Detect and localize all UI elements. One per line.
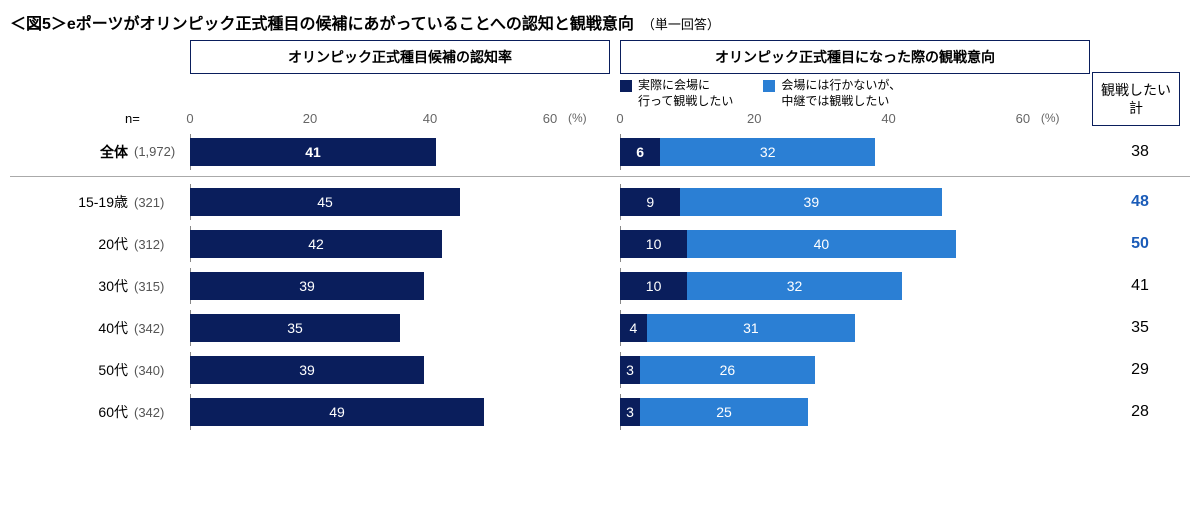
intention-chart-cell: 1040	[620, 230, 1090, 258]
axis-tick: 20	[303, 111, 317, 126]
awareness-bar: 39	[190, 356, 424, 384]
axis-tick: 0	[616, 111, 623, 126]
awareness-chart-cell: 42	[190, 230, 610, 258]
legend-item-venue: 実際に会場に 行って観戦したい	[620, 78, 733, 109]
awareness-chart-cell: 39	[190, 356, 610, 384]
row-label: 全体	[100, 142, 128, 162]
awareness-chart-cell: 39	[190, 272, 610, 300]
row-label-col: 全体 (1,972)	[10, 142, 190, 162]
legend-label-broadcast: 会場には行かないが、 中継では観戦したい	[781, 78, 901, 109]
row-label-col: 60代 (342)	[10, 402, 190, 422]
figure-subtitle: （単一回答）	[642, 14, 720, 33]
data-row: 15-19歳(321)4593948	[10, 181, 1190, 223]
axis-tick: 20	[747, 111, 761, 126]
awareness-chart-cell: 49	[190, 398, 610, 426]
title-row: ＜図5＞eポーツがオリンピック正式種目の候補にあがっていることへの認知と観戦意向…	[10, 10, 1190, 34]
row-n: (312)	[134, 237, 182, 252]
row-n: (1,972)	[134, 144, 182, 159]
awareness-bar: 41	[190, 138, 436, 166]
row-n: (342)	[134, 405, 182, 420]
legend: 実際に会場に 行って観戦したい 会場には行かないが、 中継では観戦したい	[10, 78, 1190, 109]
intention-chart-cell: 431	[620, 314, 1090, 342]
broadcast-bar: 40	[687, 230, 956, 258]
axis-right: 0204060(%)	[620, 111, 1090, 129]
venue-bar: 10	[620, 272, 687, 300]
data-row: 30代(315)39103241	[10, 265, 1190, 307]
legend-swatch-broadcast	[763, 80, 775, 92]
awareness-bar: 49	[190, 398, 484, 426]
legend-swatch-venue	[620, 80, 632, 92]
row-total: 41	[1090, 277, 1190, 295]
row-label-col: 20代 (312)	[10, 234, 190, 254]
venue-bar: 6	[620, 138, 660, 166]
awareness-bar: 42	[190, 230, 442, 258]
awareness-chart-cell: 45	[190, 188, 610, 216]
row-n: (315)	[134, 279, 182, 294]
awareness-bar: 39	[190, 272, 424, 300]
axis-tick: 60	[543, 111, 557, 126]
axis-unit: (%)	[1041, 111, 1060, 125]
figure-container: ＜図5＞eポーツがオリンピック正式種目の候補にあがっていることへの認知と観戦意向…	[10, 10, 1190, 433]
awareness-chart-cell: 35	[190, 314, 610, 342]
intention-chart-cell: 632	[620, 138, 1090, 166]
row-label-col: 30代 (315)	[10, 276, 190, 296]
section-headers: オリンピック正式種目候補の認知率 オリンピック正式種目になった際の観戦意向	[10, 40, 1190, 74]
axis-tick: 40	[881, 111, 895, 126]
intention-chart-cell: 325	[620, 398, 1090, 426]
venue-bar: 10	[620, 230, 687, 258]
figure-title: ＜図5＞eポーツがオリンピック正式種目の候補にあがっていることへの認知と観戦意向	[10, 10, 634, 34]
row-n: (340)	[134, 363, 182, 378]
row-label: 50代	[98, 360, 128, 380]
row-total: 28	[1090, 403, 1190, 421]
data-row: 20代(312)42104050	[10, 223, 1190, 265]
data-row: 全体(1,972)4163238	[10, 131, 1190, 177]
row-total: 50	[1090, 235, 1190, 253]
venue-bar: 3	[620, 356, 640, 384]
n-label: n=	[125, 111, 140, 126]
axis-left: 0204060(%)	[190, 111, 610, 129]
row-total: 29	[1090, 361, 1190, 379]
row-total: 35	[1090, 319, 1190, 337]
intention-chart-cell: 939	[620, 188, 1090, 216]
section-header-left: オリンピック正式種目候補の認知率	[190, 40, 610, 74]
venue-bar: 9	[620, 188, 680, 216]
row-label: 30代	[98, 276, 128, 296]
axis-row: n= 0 20 40 60 (%) 0 20 40 60 (%)	[10, 111, 1190, 129]
broadcast-bar: 31	[647, 314, 855, 342]
row-label: 60代	[98, 402, 128, 422]
axis-unit: (%)	[568, 111, 587, 125]
data-row: 60代(342)4932528	[10, 391, 1190, 433]
row-label: 20代	[98, 234, 128, 254]
broadcast-bar: 39	[680, 188, 942, 216]
intention-chart-cell: 1032	[620, 272, 1090, 300]
intention-chart-cell: 326	[620, 356, 1090, 384]
data-rows: 全体(1,972)416323815-19歳(321)459394820代(31…	[10, 131, 1190, 433]
venue-bar: 3	[620, 398, 640, 426]
venue-bar: 4	[620, 314, 647, 342]
row-label-col: 15-19歳 (321)	[10, 192, 190, 212]
legend-label-venue: 実際に会場に 行って観戦したい	[638, 78, 733, 109]
broadcast-bar: 32	[660, 138, 875, 166]
row-total: 48	[1090, 193, 1190, 211]
row-n: (321)	[134, 195, 182, 210]
legend-item-broadcast: 会場には行かないが、 中継では観戦したい	[763, 78, 901, 109]
row-n: (342)	[134, 321, 182, 336]
broadcast-bar: 32	[687, 272, 902, 300]
awareness-bar: 45	[190, 188, 460, 216]
row-label: 15-19歳	[78, 192, 128, 212]
axis-tick: 0	[186, 111, 193, 126]
data-row: 50代(340)3932629	[10, 349, 1190, 391]
awareness-bar: 35	[190, 314, 400, 342]
section-header-right: オリンピック正式種目になった際の観戦意向	[620, 40, 1090, 74]
row-label-col: 40代 (342)	[10, 318, 190, 338]
row-label: 40代	[98, 318, 128, 338]
awareness-chart-cell: 41	[190, 138, 610, 166]
axis-tick: 40	[423, 111, 437, 126]
row-label-col: 50代 (340)	[10, 360, 190, 380]
row-total: 38	[1090, 143, 1190, 161]
data-row: 40代(342)3543135	[10, 307, 1190, 349]
broadcast-bar: 26	[640, 356, 815, 384]
broadcast-bar: 25	[640, 398, 808, 426]
axis-tick: 60	[1016, 111, 1030, 126]
